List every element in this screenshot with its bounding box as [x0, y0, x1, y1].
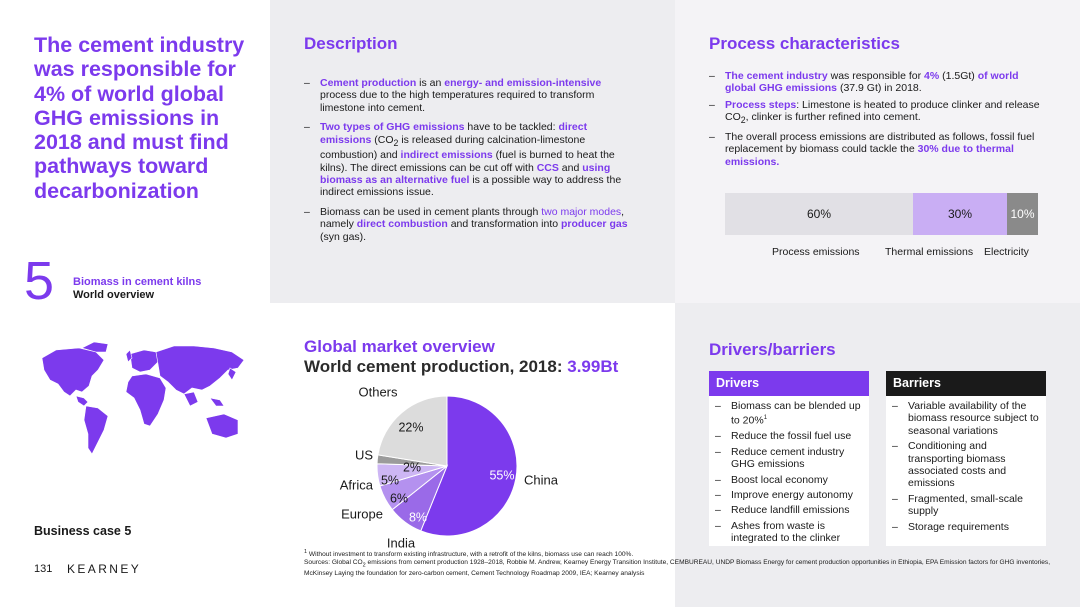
pie-category-label: Europe [341, 506, 383, 521]
case-title: Biomass in cement kilns [73, 276, 202, 288]
brand-logo: KEARNEY [67, 562, 142, 576]
pie-value-label: 5% [381, 473, 399, 487]
drivers-list: Biomass can be blended up to 20%1 Reduce… [715, 400, 865, 548]
footnotes: 1 Without investment to transform existi… [304, 548, 1064, 578]
pie-slice-others [377, 395, 448, 467]
drivers-panel: Drivers/barriers Drivers Barriers Biomas… [675, 303, 1080, 607]
left-panel: The cement industry was responsible for … [0, 0, 270, 607]
barrier-item: Variable availability of the biomass res… [892, 400, 1042, 437]
page-number: 131 [34, 563, 53, 575]
thermal-emissions-segment: 30% [913, 193, 1007, 235]
driver-item: Ashes from waste is integrated to the cl… [715, 520, 865, 545]
driver-item: Reduce the fossil fuel use [715, 430, 865, 443]
pie-category-label: India [387, 535, 416, 550]
pie-category-label: China [524, 472, 559, 487]
thermal-emissions-label: Thermal emissions [885, 246, 974, 258]
barrier-item: Fragmented, small-scale supply [892, 493, 1042, 518]
process-emissions-label: Process emissions [772, 246, 860, 258]
pie-value-label: 22% [398, 420, 423, 434]
emissions-stacked-bar: 60% 30% 10% [725, 193, 1038, 235]
driver-item: Boost local economy [715, 474, 865, 487]
description-item: Cement production is an energy- and emis… [304, 77, 639, 114]
process-item: The cement industry was responsible for … [709, 70, 1049, 95]
business-case-label: Business case 5 [34, 524, 132, 538]
headline: The cement industry was responsible for … [34, 33, 245, 203]
barriers-box: Variable availability of the biomass res… [886, 396, 1046, 546]
barrier-item: Conditioning and transporting biomass as… [892, 440, 1042, 490]
case-subtitle: World overview [73, 289, 155, 301]
description-panel: Description Cement production is an ener… [270, 0, 675, 303]
pie-category-label: US [355, 447, 373, 462]
process-item: Process steps: Limestone is heated to pr… [709, 99, 1049, 127]
process-item: The overall process emissions are distri… [709, 131, 1049, 168]
business-case-number: 5 [24, 251, 55, 311]
barriers-list: Variable availability of the biomass res… [892, 400, 1042, 536]
driver-item: Reduce cement industry GHG emissions [715, 446, 865, 471]
pie-chart: 55% China 8% India 6% Europe 5% Africa 2% US 22% Ot… [340, 384, 559, 550]
pie-value-label: 8% [409, 510, 427, 524]
pie-category-label: Africa [340, 477, 374, 492]
drivers-box: Biomass can be blended up to 20%1 Reduce… [709, 396, 869, 546]
pie-value-label: 2% [403, 460, 421, 474]
pie-value-label: 55% [489, 468, 514, 482]
description-item: Two types of GHG emissions have to be ta… [304, 121, 639, 199]
description-title: Description [304, 34, 398, 53]
process-emissions-segment: 60% [725, 193, 913, 235]
electricity-segment: 10% [1007, 193, 1038, 235]
electricity-label: Electricity [984, 246, 1029, 258]
description-item: Biomass can be used in cement plants thr… [304, 206, 639, 243]
market-panel: 55% China 8% India 6% Europe 5% Africa 2% US 22% Ot… [270, 303, 675, 607]
world-map-icon [41, 341, 245, 455]
pie-slice-china [420, 395, 518, 537]
process-panel: Process characteristics The cement indus… [675, 0, 1080, 303]
driver-item: Reduce landfill emissions [715, 504, 865, 517]
process-list: The cement industry was responsible for … [709, 70, 1049, 172]
barriers-header: Barriers [886, 371, 1046, 396]
drivers-title: Drivers/barriers [709, 340, 836, 359]
pie-value-label: 6% [390, 491, 408, 505]
driver-item: Improve energy autonomy [715, 489, 865, 502]
process-title: Process characteristics [709, 34, 900, 53]
driver-item: Biomass can be blended up to 20%1 [715, 400, 865, 427]
footnote-1: 1 Without investment to transform existi… [304, 549, 634, 559]
market-title: Global market overview [304, 337, 495, 356]
market-subtitle: World cement production, 2018: 3.99Bt [304, 357, 619, 376]
description-list: Cement production is an energy- and emis… [304, 77, 639, 250]
pie-category-label: Others [358, 384, 398, 399]
barrier-item: Storage requirements [892, 521, 1042, 534]
sources: Sources: Global CO2 emissions from cemen… [304, 559, 1051, 578]
drivers-header: Drivers [709, 371, 869, 396]
